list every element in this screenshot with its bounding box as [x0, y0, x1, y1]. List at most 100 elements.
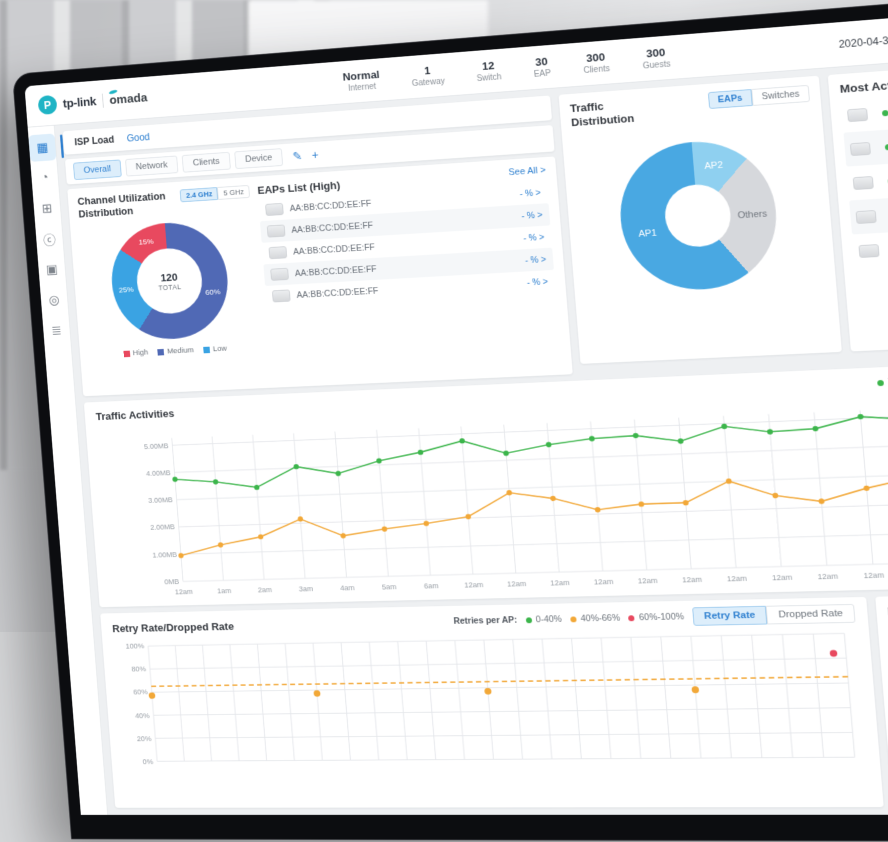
eaps-list-section: EAPs List (High) See All > AA:BB:CC:DD:E…	[257, 165, 562, 379]
stat-label: Gateway	[412, 77, 446, 88]
header-stat: 1 Gateway	[410, 63, 445, 88]
traffic-activities-title: Traffic Activities	[95, 407, 174, 422]
svg-text:12am: 12am	[817, 573, 838, 581]
traffic-activities-legend: Tx DataDx Data	[877, 373, 888, 388]
stat-label: Guests	[643, 60, 671, 71]
legend-item: 60%-100%	[628, 612, 684, 623]
eap-mac: AA:BB:CC:DD:EE:FF	[291, 220, 373, 235]
retry-rate-card: Retry Rate/Dropped Rate Retries per AP: …	[100, 597, 884, 808]
donut-hole	[663, 183, 733, 249]
tab-2-4-ghz[interactable]: 2.4 GHz	[180, 187, 218, 202]
svg-text:4.00MB: 4.00MB	[146, 470, 171, 478]
svg-text:60%: 60%	[133, 688, 149, 696]
eap-utilization-value[interactable]: - % >	[519, 188, 541, 199]
donut-center-value: 120	[160, 271, 178, 284]
svg-text:12am: 12am	[507, 581, 527, 589]
eap-utilization-value[interactable]: - % >	[523, 232, 545, 243]
tab-eaps[interactable]: EAPs	[707, 89, 752, 109]
legend-swatch	[203, 346, 210, 353]
tab-retry-rate[interactable]: Retry Rate	[692, 606, 768, 626]
header-stat: 30 EAP	[532, 55, 551, 79]
legend-swatch	[525, 617, 531, 623]
donut-slice-label-medium: 60%	[205, 288, 221, 297]
eap-device-icon	[858, 244, 879, 258]
traffic-distribution-title: Traffic Distribution	[570, 97, 652, 131]
legend-swatch	[570, 616, 576, 622]
stat-label: Switch	[476, 73, 502, 84]
tab-clients[interactable]: Clients	[182, 152, 231, 173]
sidebar-item-insight-icon[interactable]: ◎	[40, 286, 68, 314]
svg-text:1am: 1am	[217, 588, 232, 596]
dashboard-screen: P tp-link omada Normal Internet 1 Gatewa…	[24, 5, 888, 815]
svg-text:0%: 0%	[142, 758, 154, 766]
svg-text:12am: 12am	[550, 580, 570, 588]
traffic-distribution-tabs: EAPsSwitches	[707, 85, 810, 109]
donut-slice-label-ap1: AP1	[638, 229, 657, 240]
eap-mac: AA:BB:CC:DD:EE:FF	[295, 264, 377, 278]
eap-device-icon	[847, 108, 868, 122]
stat-label: EAP	[533, 69, 551, 79]
eap-utilization-value[interactable]: - % >	[525, 254, 547, 265]
edit-dashboard-icon[interactable]: ✎	[292, 149, 303, 163]
header-stat: 300 Clients	[582, 50, 610, 75]
sidebar-item-statistics-icon[interactable]: ◔	[31, 164, 59, 192]
stat-value: Normal	[342, 68, 380, 83]
donut-slice-label-high: 15%	[138, 238, 154, 247]
svg-text:12am: 12am	[594, 579, 614, 587]
donut-slice-label-ap2: AP2	[704, 161, 723, 172]
eap-mac: AA:BB:CC:DD:EE:FF	[289, 198, 371, 213]
eap-utilization-value[interactable]: - % >	[521, 210, 543, 221]
svg-text:12am: 12am	[682, 577, 703, 585]
donut-slice-label-others: Others	[737, 210, 767, 221]
svg-text:3am: 3am	[299, 586, 314, 594]
stat-value: 30	[532, 55, 550, 69]
channel-utilization-card: Channel Utilization Distribution 2.4 GHz…	[67, 156, 573, 396]
stat-label: Internet	[343, 82, 381, 94]
sidebar-item-dashboard-icon[interactable]: ▦	[28, 133, 56, 161]
tab-dropped-rate[interactable]: Dropped Rate	[766, 604, 855, 624]
svg-text:40%: 40%	[135, 712, 151, 720]
svg-text:12am: 12am	[638, 578, 658, 586]
sidebar-item-log-icon[interactable]: ≣	[42, 317, 70, 345]
legend-swatch	[123, 350, 130, 357]
main-content: ISP Load Good OverallNetworkClientsDevic…	[55, 48, 888, 815]
eap-utilization-value[interactable]: - % >	[526, 276, 548, 287]
tab-network[interactable]: Network	[125, 156, 179, 177]
svg-text:12am: 12am	[772, 574, 793, 582]
retry-rate-legend: 0-40%40%-66%60%-100%	[525, 612, 684, 625]
eap-device-icon	[270, 268, 289, 281]
legend-swatch	[877, 380, 884, 386]
most-active-eaps-title: Most Active EAPs	[839, 75, 888, 95]
sidebar-item-devices-icon[interactable]: ▣	[38, 256, 66, 284]
isp-load-status: Good	[126, 131, 150, 144]
eap-device-icon	[268, 246, 287, 259]
traffic-activities-card: Traffic Activities Tx DataDx Data EAPsSw…	[84, 357, 888, 607]
svg-text:12am: 12am	[464, 582, 484, 590]
svg-text:20%: 20%	[137, 735, 153, 743]
retry-rate-title: Retry Rate/Dropped Rate	[112, 620, 235, 634]
svg-text:5.00MB: 5.00MB	[144, 443, 169, 451]
tab-overall[interactable]: Overall	[73, 160, 122, 181]
retries-per-ap-label: Retries per AP:	[453, 615, 517, 626]
eap-device-icon	[853, 176, 874, 190]
date-range[interactable]: 2020-04-30~2020-6-30	[838, 30, 888, 51]
sidebar-item-clients-icon[interactable]: ⓒ	[35, 225, 63, 253]
stat-value: 1	[410, 63, 444, 78]
tplink-logo-icon: P	[38, 95, 58, 115]
eaps-list-see-all-link[interactable]: See All >	[508, 165, 546, 177]
stat-value: 300	[582, 50, 609, 64]
tab-device[interactable]: Device	[234, 148, 283, 169]
add-dashboard-icon[interactable]: +	[311, 148, 319, 161]
retry-rate-chart: 100% 80% 60% 40% 20% 0%	[113, 623, 868, 776]
eap-device-icon	[272, 289, 291, 302]
legend-swatch	[157, 349, 164, 356]
svg-text:80%: 80%	[131, 665, 147, 673]
tab-5-ghz[interactable]: 5 GHz	[217, 185, 250, 200]
eap-device-icon	[856, 210, 877, 224]
legend-item: Tx Data	[877, 376, 888, 388]
tab-switches[interactable]: Switches	[751, 85, 810, 106]
svg-text:100%: 100%	[125, 642, 145, 651]
eap-device-icon	[265, 203, 284, 216]
sidebar-item-map-icon[interactable]: ⊞	[33, 194, 61, 222]
svg-text:2am: 2am	[258, 587, 273, 595]
